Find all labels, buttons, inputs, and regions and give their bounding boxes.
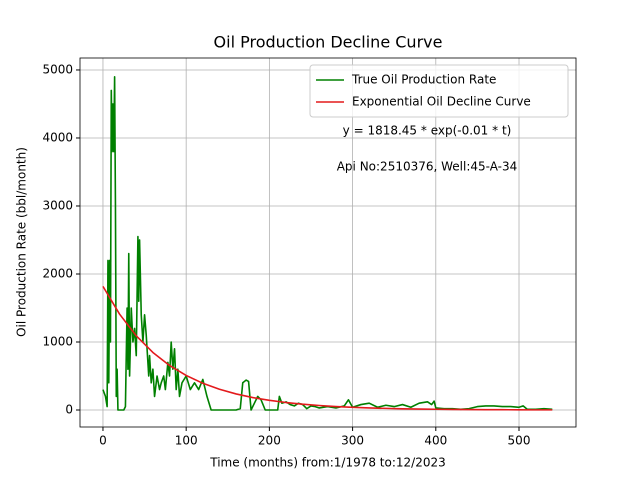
x-tick-label: 100 [175,434,198,448]
plot-area: 0 100 200 300 400 500010002000300040005000Tru… [42,57,577,448]
annotation: y = 1818.45 * exp(-0.01 * t) [343,124,512,138]
y-tick-label: 4000 [42,130,73,144]
y-tick-label: 5000 [42,62,73,76]
x-tick-label: 0 [99,434,107,448]
y-tick-label: 0 [65,402,73,416]
x-tick-label: 300 [341,434,364,448]
x-tick-label: 400 [424,434,447,448]
data-line [102,285,553,411]
chart-title: Oil Production Decline Curve [214,33,443,52]
axes-frame [79,57,577,428]
legend: True Oil Production Rate Exponential Oil … [309,64,569,118]
x-tick-label: 500 [508,434,531,448]
y-tick-label: 1000 [42,334,73,348]
legend-label: True Oil Production Rate [351,73,496,87]
annotation: Api No:2510376, Well:45-A-34 [337,160,518,174]
x-tick-label: 200 [258,434,281,448]
legend-box [309,64,569,118]
y-tick-label: 3000 [42,198,73,212]
x-axis-label: Time (months) from:1/1978 to:12/2023 [209,456,446,470]
y-tick-label: 2000 [42,266,73,280]
y-axis-label: Oil Production Rate (bbl/month) [15,147,29,337]
legend-label: Exponential Oil Decline Curve [352,95,531,109]
